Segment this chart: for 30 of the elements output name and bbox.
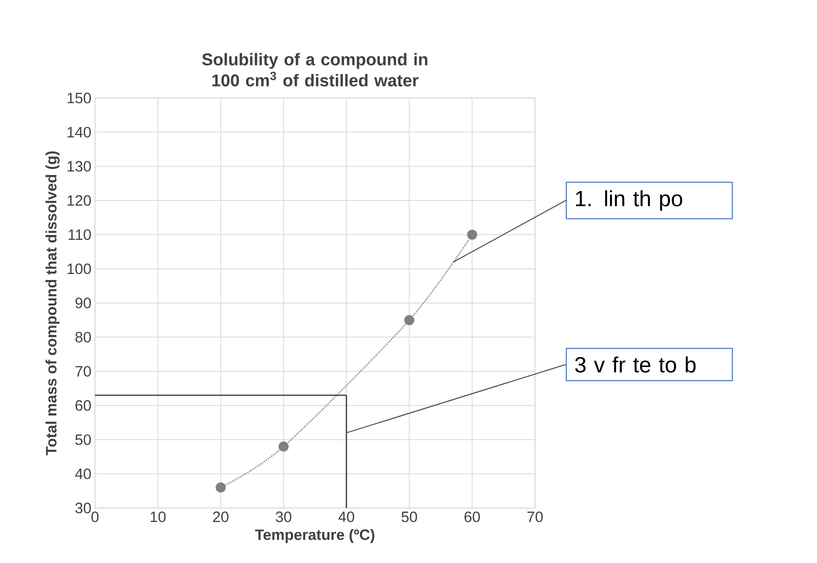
x-tick-label: 30 (276, 512, 292, 522)
y-tick-label: 50 (75, 434, 91, 445)
x-tick-label: 10 (150, 512, 166, 522)
y-tick-label: 140 (68, 126, 91, 138)
y-tick-label: 80 (75, 332, 91, 342)
y-tick-label: 40 (75, 468, 91, 480)
y-axis-title: Total mass of compound that dissolved (g) (46, 151, 60, 456)
y-tick-label: 70 (76, 366, 91, 377)
chart-title: Solubility of a compound in 100 cm$^{3}$ of distilled water (202, 52, 428, 86)
y-tick-label: 150 (68, 92, 91, 104)
x-tick-label: 20 (213, 512, 228, 522)
x-tick-label: 70 (527, 512, 543, 522)
point (404, 314, 414, 326)
y-tick-label: 120 (68, 195, 91, 206)
x-tick-label: 40 (338, 512, 354, 522)
point (278, 441, 289, 452)
annotation: 1. lin th po (576, 190, 682, 211)
y-tick-label: 30 (75, 502, 91, 514)
y-tick-label: 90 (75, 298, 91, 308)
annotation: 3 v fr te to b (575, 356, 696, 373)
x-tick-label: 60 (464, 512, 480, 522)
y-tick-label: 130 (68, 161, 91, 172)
x-tick-label: 0 (91, 512, 99, 522)
y-tick-label: 110 (68, 229, 91, 240)
x-axis-title: Temperature (ºC) (255, 529, 374, 543)
point (467, 230, 478, 240)
y-tick-label: 60 (76, 400, 91, 411)
x-tick-label: 50 (402, 512, 418, 522)
y-tick-label: 100 (68, 264, 91, 274)
point (216, 482, 226, 493)
